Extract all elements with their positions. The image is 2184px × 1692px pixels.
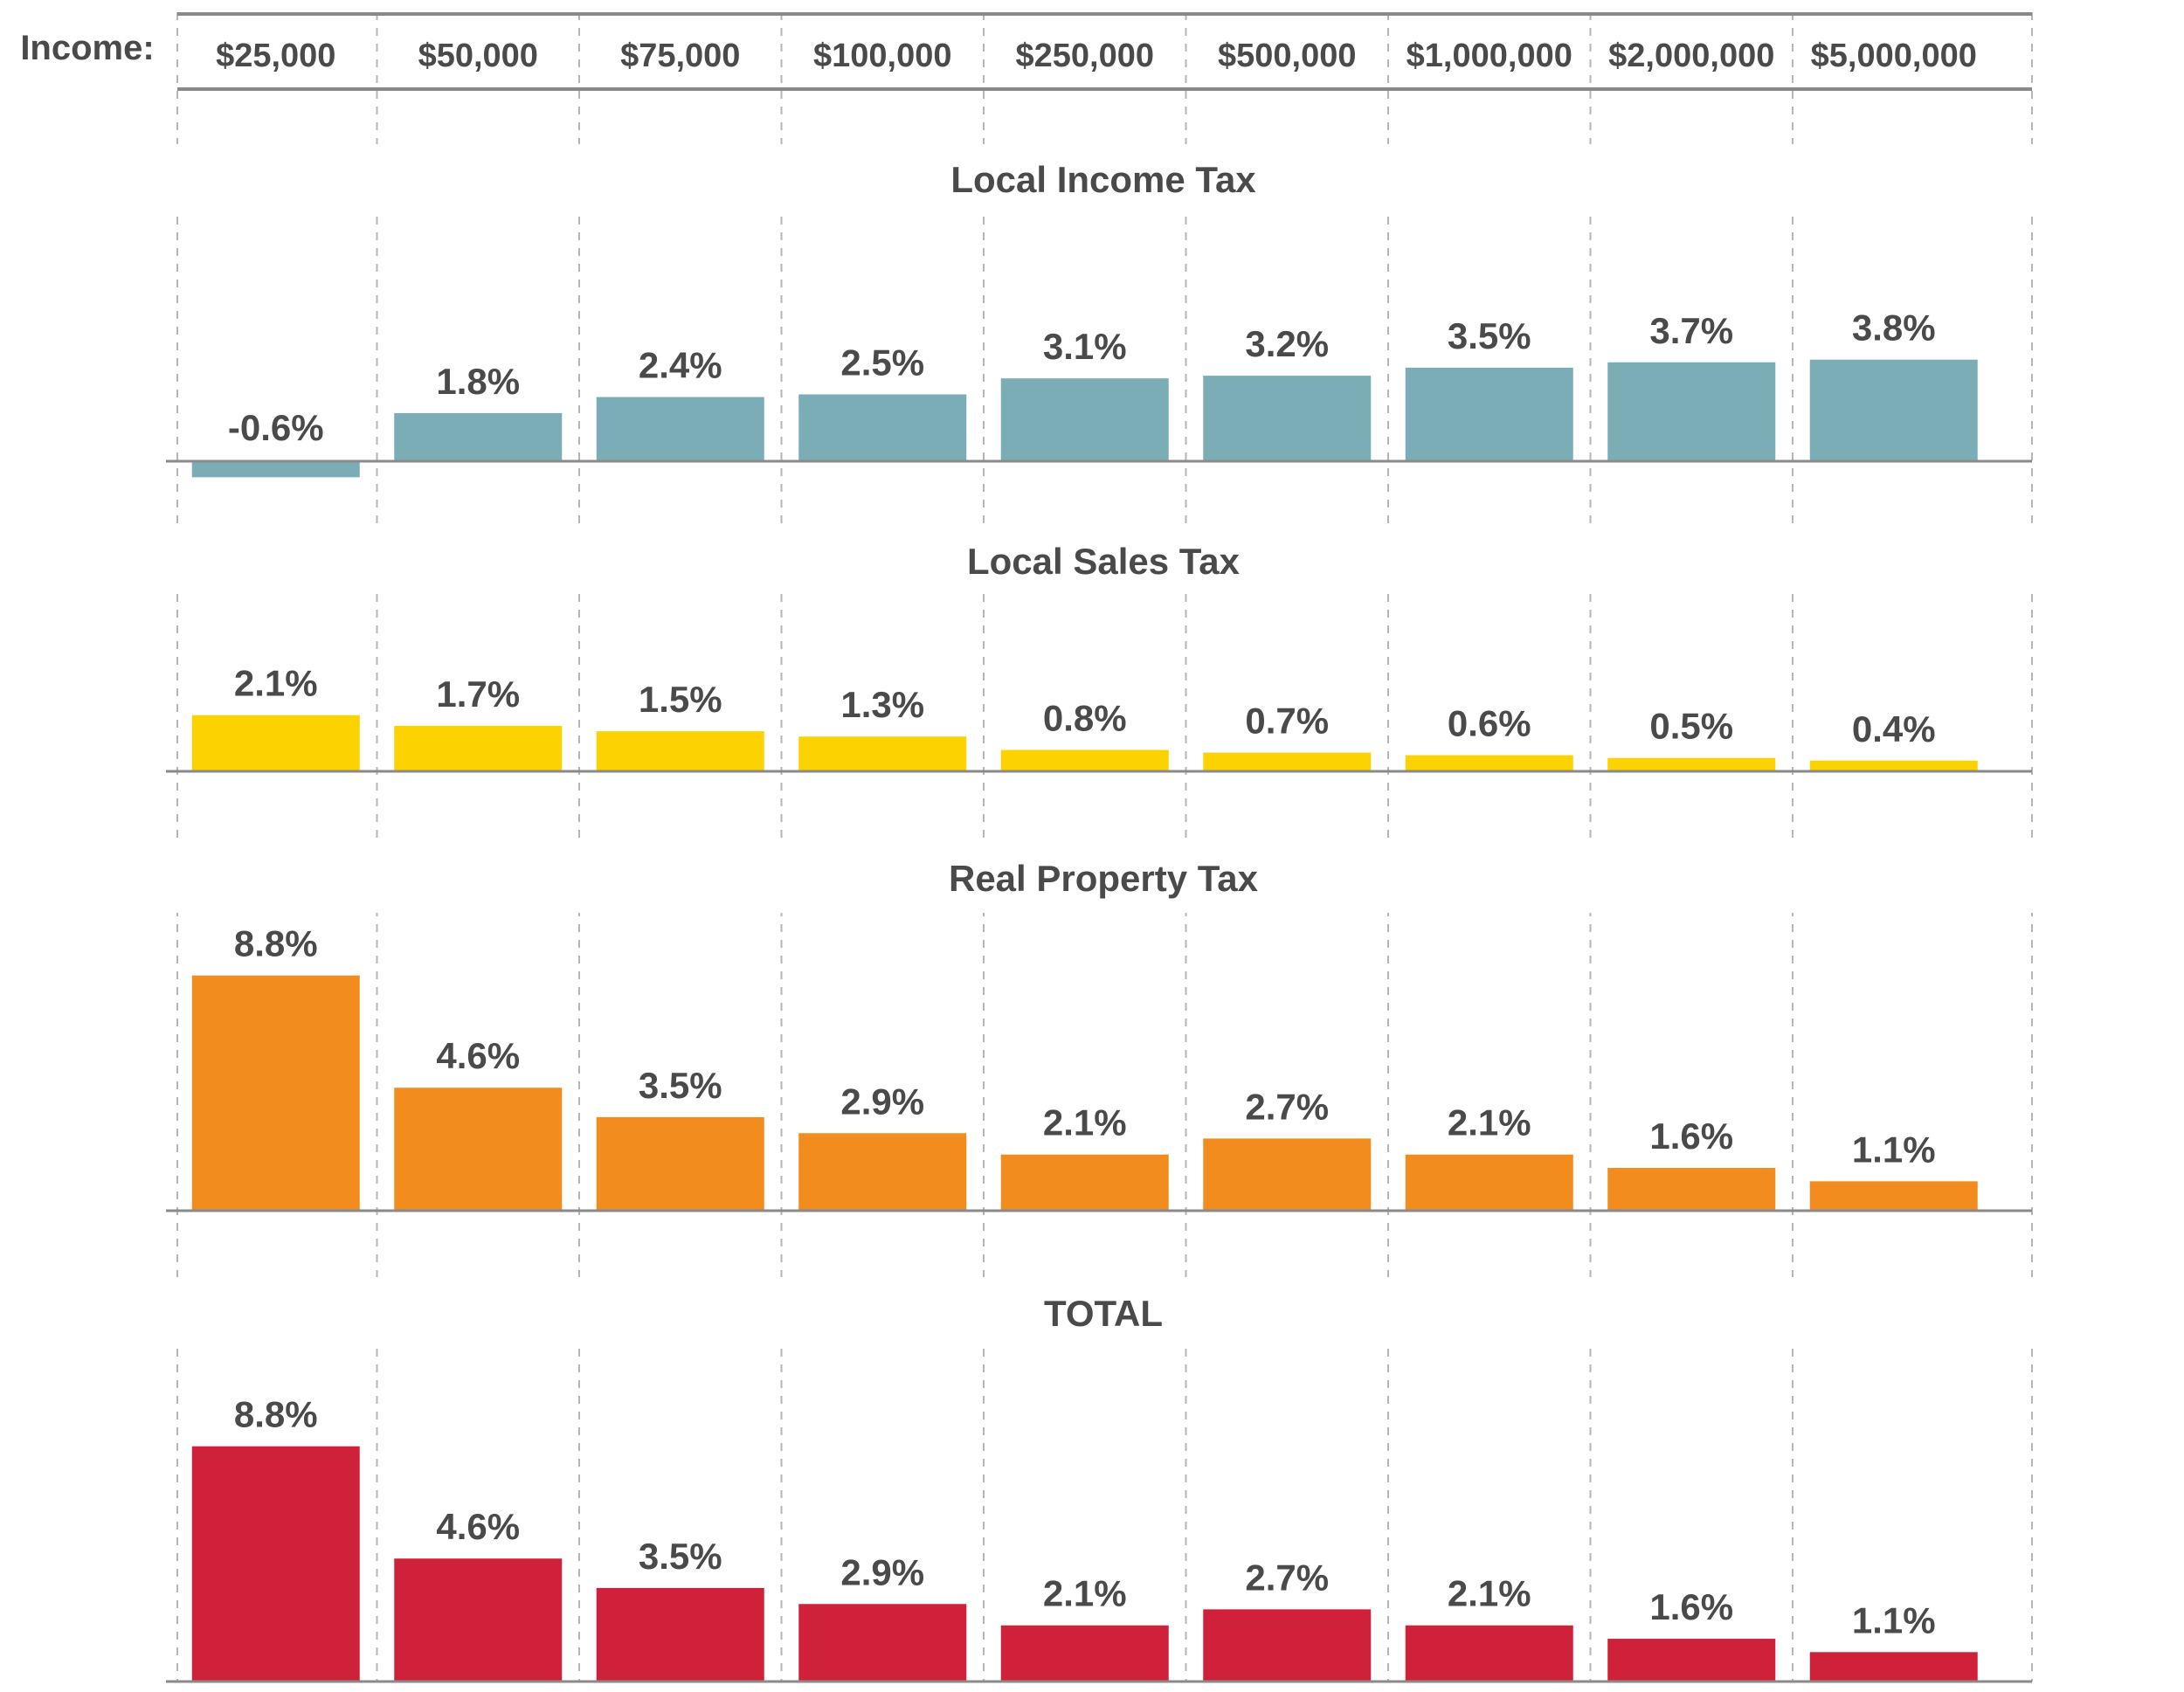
bar: [1405, 1154, 1573, 1211]
data-label: 8.8%: [234, 1394, 318, 1435]
bar: [394, 1088, 563, 1211]
data-label: 0.4%: [1852, 708, 1936, 749]
panel-2: Real Property Tax 8.8% 4.6% 3.5% 2.9% 2.1% 2.7…: [166, 843, 2035, 1212]
panel-title: Real Property Tax: [949, 858, 1259, 899]
panel-title-band: [174, 144, 2035, 214]
data-label: 0.7%: [1245, 701, 1329, 742]
data-label: 1.8%: [436, 361, 520, 402]
data-label: 3.8%: [1852, 307, 1936, 349]
bar: [1203, 1138, 1372, 1211]
bar: [394, 1558, 563, 1682]
data-label: 2.9%: [840, 1551, 924, 1592]
bar: [1203, 752, 1372, 771]
income-category-label: $250,000: [1016, 38, 1155, 74]
income-category-label: $25,000: [216, 38, 335, 74]
income-category-label: $2,000,000: [1608, 38, 1774, 74]
chart-panels: Local Income Tax -0.6% 1.8% 2.4% 2.5% 3.1% 3.2…: [166, 144, 2035, 1683]
header-band: [177, 12, 2032, 89]
data-label: 0.6%: [1448, 703, 1531, 744]
data-label: 1.6%: [1649, 1115, 1733, 1157]
data-label: 3.1%: [1043, 326, 1127, 367]
bar: [191, 715, 360, 771]
data-label: 2.7%: [1245, 1086, 1329, 1127]
data-label: 1.5%: [639, 679, 722, 720]
bar: [596, 397, 764, 461]
data-label: 2.1%: [234, 663, 318, 704]
bar: [1203, 376, 1372, 461]
data-label: 2.1%: [1043, 1102, 1127, 1143]
data-label: 1.3%: [840, 684, 924, 725]
bar: [1405, 755, 1573, 771]
panel-0: Local Income Tax -0.6% 1.8% 2.4% 2.5% 3.1% 3.2…: [166, 144, 2035, 478]
data-label: 0.5%: [1649, 706, 1733, 747]
panel-3: TOTAL 8.8% 4.6% 3.5% 2.9% 2.1% 2.7% 2.1% 1.6% 1.1…: [166, 1277, 2035, 1683]
data-label: 8.8%: [234, 923, 318, 964]
data-label: 2.5%: [840, 342, 924, 383]
bar: [1809, 359, 1978, 461]
bar: [1809, 760, 1978, 771]
bar: [191, 1446, 360, 1682]
data-label: 2.4%: [639, 345, 722, 386]
data-label: -0.6%: [228, 407, 324, 448]
panel-title: Local Income Tax: [950, 159, 1256, 200]
bar: [1203, 1609, 1372, 1682]
data-label: 1.1%: [1852, 1599, 1936, 1640]
panel-title-band: [174, 1277, 2035, 1345]
bar: [1405, 367, 1573, 461]
panel-title-band: [174, 528, 2035, 594]
data-label: 2.1%: [1043, 1573, 1127, 1614]
income-category-label: $100,000: [813, 38, 952, 74]
data-label: 2.1%: [1448, 1573, 1531, 1614]
data-label: 4.6%: [436, 1506, 520, 1547]
bar: [596, 731, 764, 771]
bar: [1607, 362, 1776, 461]
panel-title: Local Sales Tax: [967, 541, 1241, 582]
panel-title: TOTAL: [1044, 1293, 1163, 1334]
income-category-label: $500,000: [1218, 38, 1357, 74]
bar: [798, 736, 967, 771]
data-label: 3.5%: [1448, 315, 1531, 356]
bar: [596, 1116, 764, 1211]
data-label: 4.6%: [436, 1035, 520, 1076]
income-category-label: $1,000,000: [1406, 38, 1572, 74]
gridlines: [176, 12, 2033, 1682]
income-header: Income: $25,000 $50,000 $75,000 $100,000 $25…: [20, 29, 1977, 74]
data-label: 2.1%: [1448, 1102, 1531, 1143]
data-label: 3.5%: [639, 1536, 722, 1577]
bar: [1405, 1625, 1573, 1682]
data-label: 0.8%: [1043, 698, 1127, 739]
income-label: Income:: [20, 29, 154, 67]
income-category-label: $50,000: [418, 38, 538, 74]
bar: [798, 394, 967, 461]
bar: [798, 1133, 967, 1211]
bar: [1000, 1154, 1169, 1211]
bar: [191, 975, 360, 1211]
bar: [191, 461, 360, 478]
bar: [1809, 1652, 1978, 1682]
data-label: 1.6%: [1649, 1586, 1733, 1627]
bar: [1607, 1168, 1776, 1211]
bar: [1607, 1639, 1776, 1682]
data-label: 2.9%: [840, 1081, 924, 1122]
data-label: 3.2%: [1245, 323, 1329, 364]
bar: [1000, 378, 1169, 461]
bar: [394, 412, 563, 461]
panel-1: Local Sales Tax 2.1% 1.7% 1.5% 1.3% 0.8% 0.7% 0…: [166, 528, 2035, 773]
income-category-label: $5,000,000: [1811, 38, 1977, 74]
panel-title-band: [174, 843, 2035, 913]
bar: [596, 1587, 764, 1682]
income-category-label: $75,000: [620, 38, 740, 74]
bar: [1809, 1181, 1978, 1211]
bar: [394, 725, 563, 771]
data-label: 3.7%: [1649, 310, 1733, 351]
data-label: 1.1%: [1852, 1129, 1936, 1170]
bar: [1607, 757, 1776, 771]
data-label: 3.5%: [639, 1065, 722, 1106]
data-label: 2.7%: [1245, 1557, 1329, 1598]
bar: [1000, 749, 1169, 771]
bar: [1000, 1625, 1169, 1682]
data-label: 1.7%: [436, 673, 520, 715]
bar: [798, 1604, 967, 1682]
